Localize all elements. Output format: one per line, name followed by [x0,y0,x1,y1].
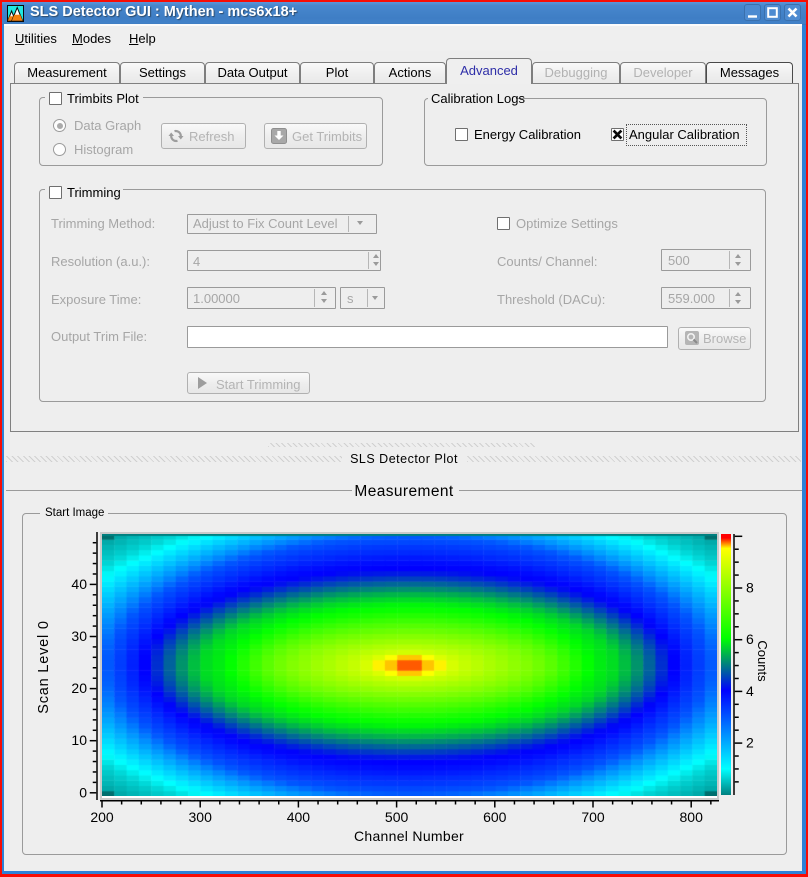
svg-text:8: 8 [746,580,754,596]
svg-text:4: 4 [746,683,754,699]
svg-text:200: 200 [90,809,114,825]
svg-text:40: 40 [71,576,87,592]
svg-text:20: 20 [71,680,87,696]
svg-text:800: 800 [680,809,704,825]
svg-text:Channel Number: Channel Number [354,828,464,844]
svg-text:6: 6 [746,631,754,647]
svg-text:500: 500 [385,809,409,825]
svg-text:300: 300 [189,809,213,825]
svg-text:30: 30 [71,628,87,644]
svg-text:700: 700 [581,809,605,825]
svg-text:400: 400 [287,809,311,825]
svg-text:Scan Level 0: Scan Level 0 [36,620,52,713]
svg-text:0: 0 [79,784,87,800]
svg-text:600: 600 [483,809,507,825]
svg-text:2: 2 [746,735,754,751]
svg-text:10: 10 [71,732,87,748]
svg-text:Counts: Counts [755,640,770,682]
